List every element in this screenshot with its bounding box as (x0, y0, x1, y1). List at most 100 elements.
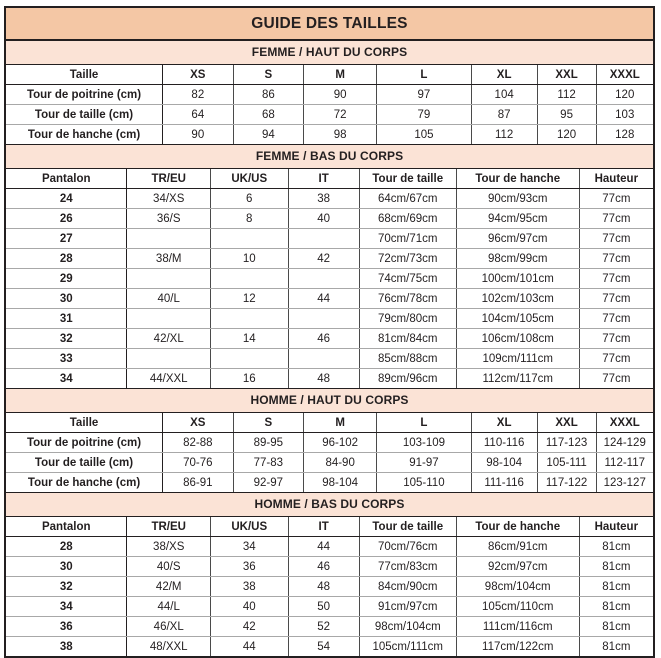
data-cell: 48/XXL (126, 636, 211, 656)
page-title: GUIDE DES TAILLES (6, 8, 653, 41)
data-cell: 117-123 (537, 432, 597, 453)
data-cell: 40 (210, 596, 289, 617)
table-header-row: Pantalon TR/EU UK/US IT Tour de taille Tour d… (6, 517, 653, 537)
table-row: Tour de hanche (cm) 86-91 92-97 98-104 105-1… (6, 472, 653, 492)
data-cell: 77cm (579, 308, 653, 329)
table-row: 32 42/M 38 48 84cm/90cm 98cm/104cm 81cm (6, 576, 653, 597)
data-cell: 81cm (579, 616, 653, 637)
data-cell: 36/S (126, 208, 211, 229)
table-row: Tour de taille (cm) 64 68 72 79 87 95 103 (6, 104, 653, 125)
data-cell: 98cm/99cm (456, 248, 580, 269)
data-cell: 89cm/96cm (359, 368, 457, 388)
table-row: Tour de taille (cm) 70-76 77-83 84-90 91-97 9… (6, 452, 653, 473)
row-label-cell: 26 (6, 208, 128, 229)
table-row: Tour de poitrine (cm) 82-88 89-95 96-102 103… (6, 432, 653, 453)
table-row: 31 79cm/80cm 104cm/105cm 77cm (6, 308, 653, 329)
column-header: Tour de hanche (456, 169, 580, 189)
table-row: 27 70cm/71cm 96cm/97cm 77cm (6, 228, 653, 249)
size-table-homme-bas: Pantalon TR/EU UK/US IT Tour de taille Tour d… (6, 517, 653, 656)
data-cell: 117cm/122cm (456, 636, 580, 656)
data-cell: 109cm/111cm (456, 348, 580, 369)
data-cell: 64cm/67cm (359, 188, 457, 209)
data-cell (126, 348, 211, 369)
data-cell: 40/S (126, 556, 211, 577)
data-cell: 48 (288, 368, 360, 388)
data-cell: 86cm/91cm (456, 536, 580, 557)
column-header: XXXL (596, 65, 653, 85)
table-row: 26 36/S 8 40 68cm/69cm 94cm/95cm 77cm (6, 208, 653, 229)
table-femme-bas: Pantalon TR/EU UK/US IT Tour de taille Tour d… (6, 169, 653, 388)
data-cell: 42 (288, 248, 360, 269)
data-cell: 77cm (579, 328, 653, 349)
data-cell: 81cm (579, 556, 653, 577)
column-header: Taille (6, 413, 164, 433)
row-label-cell: Tour de taille (cm) (6, 104, 164, 125)
data-cell (126, 268, 211, 289)
data-cell: 38/M (126, 248, 211, 269)
row-label-cell: 33 (6, 348, 128, 369)
column-header: Tour de hanche (456, 517, 580, 537)
data-cell: 14 (210, 328, 289, 349)
row-label-cell: 34 (6, 368, 128, 388)
column-header: XL (471, 413, 538, 433)
row-label-cell: 27 (6, 228, 128, 249)
row-label-cell: 30 (6, 556, 128, 577)
table-row: 28 38/M 10 42 72cm/73cm 98cm/99cm 77cm (6, 248, 653, 269)
data-cell: 86 (233, 84, 305, 105)
row-label-cell: 28 (6, 536, 128, 557)
data-cell: 44 (210, 636, 289, 656)
data-cell: 82 (162, 84, 234, 105)
data-cell: 112 (471, 124, 538, 144)
data-cell: 77cm (579, 208, 653, 229)
data-cell: 77-83 (233, 452, 305, 473)
data-cell: 12 (210, 288, 289, 309)
data-cell: 8 (210, 208, 289, 229)
data-cell: 38/XS (126, 536, 211, 557)
data-cell: 64 (162, 104, 234, 125)
column-header: XS (162, 413, 234, 433)
column-header: L (376, 413, 472, 433)
data-cell (288, 268, 360, 289)
column-header: Tour de taille (359, 169, 457, 189)
data-cell: 70cm/76cm (359, 536, 457, 557)
data-cell: 42/XL (126, 328, 211, 349)
size-table-femme-haut: Taille XS S M L XL XXL XXXL Tour de poitrine (cm… (6, 65, 653, 144)
data-cell: 112-117 (596, 452, 653, 473)
table-row: 34 44/XXL 16 48 89cm/96cm 112cm/117cm 77cm (6, 368, 653, 388)
column-header: IT (288, 517, 360, 537)
data-cell: 90 (162, 124, 234, 144)
row-label-cell: 36 (6, 616, 128, 637)
table-row: 29 74cm/75cm 100cm/101cm 77cm (6, 268, 653, 289)
data-cell: 52 (288, 616, 360, 637)
data-cell: 96cm/97cm (456, 228, 580, 249)
data-cell: 36 (210, 556, 289, 577)
row-label-cell: 28 (6, 248, 128, 269)
data-cell: 44 (288, 536, 360, 557)
data-cell: 112 (537, 84, 597, 105)
row-label-cell: Tour de hanche (cm) (6, 124, 164, 144)
row-label-cell: Tour de hanche (cm) (6, 472, 164, 492)
column-header: M (303, 413, 378, 433)
data-cell: 77cm (602, 372, 631, 385)
data-cell: 72cm/73cm (359, 248, 457, 269)
data-cell: 48 (288, 576, 360, 597)
data-cell: 92-97 (233, 472, 305, 492)
data-cell: 81cm/84cm (359, 328, 457, 349)
data-cell: 79 (376, 104, 472, 125)
section-band-homme-haut: HOMME / HAUT DU CORPS (6, 388, 653, 413)
section-band-homme-bas: HOMME / BAS DU CORPS (6, 492, 653, 517)
data-cell: 98-104 (471, 452, 538, 473)
data-cell: 81cm (579, 576, 653, 597)
table-row: 32 42/XL 14 46 81cm/84cm 106cm/108cm 77cm (6, 328, 653, 349)
data-cell: 103 (596, 104, 653, 125)
table-row: Tour de poitrine (cm) 82 86 90 97 104 112 120 (6, 84, 653, 105)
data-cell: 128 (615, 128, 635, 141)
data-cell: 70cm/71cm (359, 228, 457, 249)
table-row: 33 85cm/88cm 109cm/111cm 77cm (6, 348, 653, 369)
data-cell: 123-127 (603, 476, 646, 489)
data-cell: 46 (288, 556, 360, 577)
row-label-cell: 32 (6, 576, 128, 597)
column-header: UK/US (210, 169, 289, 189)
row-label-cell: Tour de poitrine (cm) (6, 84, 164, 105)
table-row: 34 44/L 40 50 91cm/97cm 105cm/110cm 81cm (6, 596, 653, 617)
